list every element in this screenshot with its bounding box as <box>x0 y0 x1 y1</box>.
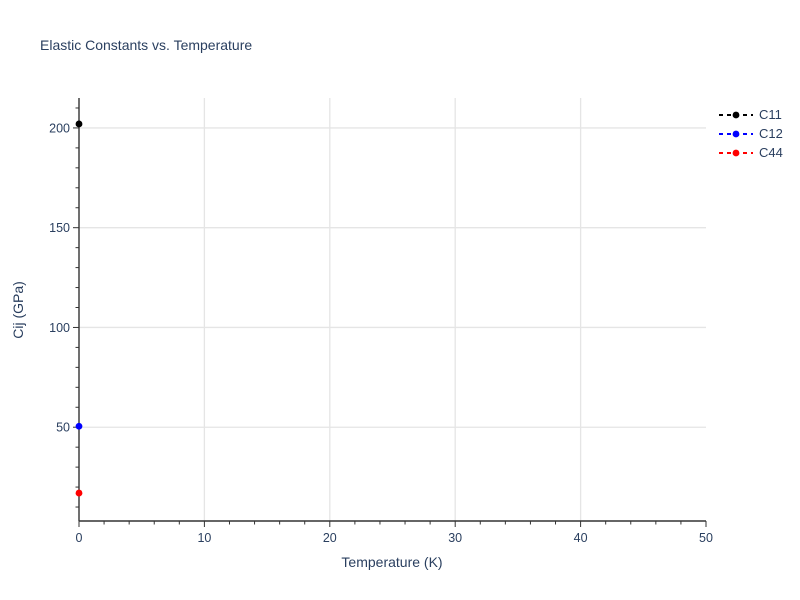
data-point-c44[interactable] <box>75 489 83 497</box>
legend-item-c12[interactable]: C12 <box>719 124 783 143</box>
x-axis-title: Temperature (K) <box>341 554 443 570</box>
x-tick-label: 40 <box>574 531 588 545</box>
data-point-c11[interactable] <box>75 120 83 128</box>
y-tick-label: 200 <box>49 121 70 135</box>
chart-title: Elastic Constants vs. Temperature <box>40 37 253 53</box>
legend: C11 C12 C44 <box>719 105 783 162</box>
legend-label-c12: C12 <box>759 126 783 141</box>
data-point-c12[interactable] <box>75 422 83 430</box>
legend-line-sample-c12 <box>719 130 753 137</box>
y-tick-label: 100 <box>49 321 70 335</box>
y-tick-label: 50 <box>56 421 70 435</box>
x-tick-label: 0 <box>76 531 83 545</box>
x-tick-label: 10 <box>197 531 211 545</box>
x-tick-label: 50 <box>699 531 713 545</box>
legend-label-c44: C44 <box>759 145 783 160</box>
y-axis-title: Cij (GPa) <box>10 281 26 339</box>
legend-item-c11[interactable]: C11 <box>719 105 783 124</box>
legend-line-sample-c11 <box>719 111 753 118</box>
legend-label-c11: C11 <box>759 107 782 122</box>
y-tick-label: 150 <box>49 221 70 235</box>
x-tick-label: 20 <box>323 531 337 545</box>
x-tick-label: 30 <box>448 531 462 545</box>
legend-item-c44[interactable]: C44 <box>719 143 783 162</box>
legend-line-sample-c44 <box>719 149 753 156</box>
